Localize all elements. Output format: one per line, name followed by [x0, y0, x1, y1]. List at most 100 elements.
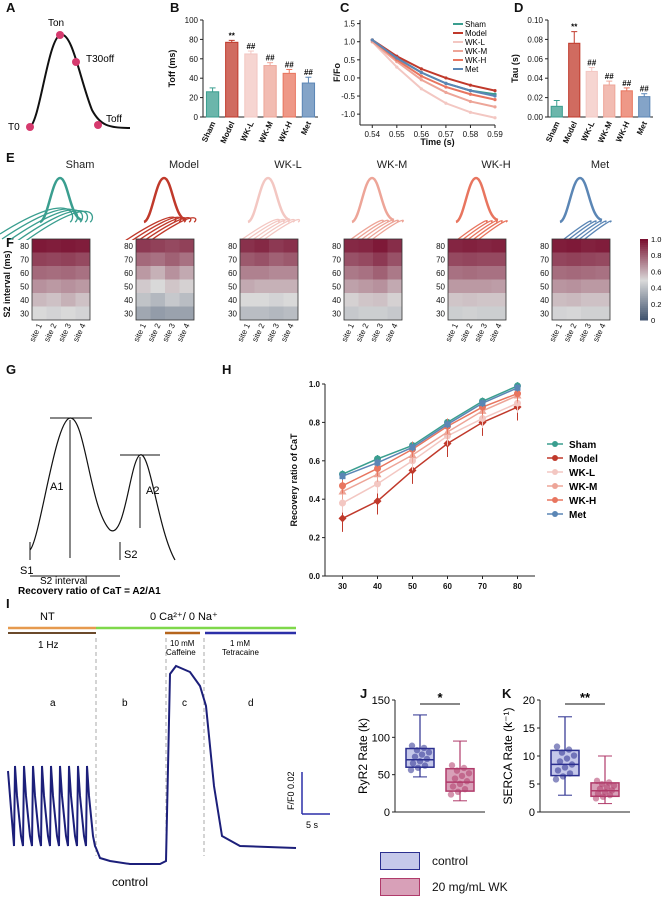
y-tick-label: 80	[20, 242, 29, 251]
heatmap-cell	[165, 253, 180, 267]
y-tick-label: 70	[332, 255, 341, 264]
y-tick-label: 0.06	[527, 55, 543, 64]
data-point	[444, 85, 447, 88]
data-point	[424, 756, 430, 762]
legend-label: Sham	[569, 440, 596, 451]
data-point	[469, 111, 472, 114]
data-point	[444, 82, 447, 85]
legend-label: WK-M	[569, 482, 597, 493]
label-ton: Ton	[48, 18, 64, 29]
bar-model	[569, 43, 580, 117]
heatmap-cell	[61, 239, 76, 253]
significance-mark: ##	[587, 59, 596, 68]
label-tetracaine: Tetracaine	[222, 648, 259, 657]
y-tick-label: 30	[540, 309, 549, 318]
heatmap-cell	[448, 239, 463, 253]
y-tick-label: 40	[189, 74, 198, 83]
heatmap-cell	[151, 293, 166, 307]
y-tick-label: 60	[332, 269, 341, 278]
heatmap-cell	[61, 253, 76, 267]
heatmap-cell	[61, 307, 76, 321]
legend-marker	[552, 441, 558, 447]
heatmap-cell	[165, 307, 180, 321]
heatmap-cell	[32, 266, 47, 280]
label-t30off: T30off	[86, 54, 114, 65]
heatmap-cell	[240, 266, 255, 280]
heatmap-cell	[477, 239, 492, 253]
heatmap-cell	[61, 280, 76, 294]
data-point	[469, 93, 472, 96]
marker-ton	[56, 31, 64, 39]
bar-wk-l	[586, 71, 597, 117]
y-tick-label: 70	[124, 255, 133, 264]
heatmap-cell	[567, 253, 582, 267]
label-tetracaine-conc: 1 mM	[230, 639, 250, 648]
data-point	[469, 100, 472, 103]
heatmap-cell	[448, 307, 463, 321]
y-tick-label: 1.0	[344, 38, 356, 47]
data-point	[564, 755, 570, 761]
x-tick-label: WK-M	[596, 120, 614, 145]
y-tick-label: 70	[228, 255, 237, 264]
bar-wk-l	[245, 54, 257, 117]
heatmap-cell	[388, 280, 403, 294]
y-tick-label: 80	[540, 242, 549, 251]
y-tick-label: 0.2	[309, 534, 321, 543]
heatmap-cell	[180, 266, 195, 280]
legend-item-control: control	[380, 852, 508, 870]
legend-marker	[552, 469, 558, 475]
heatmap-cell	[180, 253, 195, 267]
y-tick-label: 0.02	[527, 94, 543, 103]
heatmap-cell	[269, 307, 284, 321]
y-tick-label: 50	[20, 282, 29, 291]
colorbar-tick: 0.8	[651, 251, 661, 260]
data-point	[559, 749, 565, 755]
label-nt: NT	[40, 611, 55, 623]
y-tick-label: 1.0	[309, 380, 321, 389]
legend-marker	[552, 511, 558, 517]
data-point	[555, 767, 561, 773]
heatmap-cell	[165, 239, 180, 253]
heatmap-cell	[284, 307, 299, 321]
heatmap-cell	[151, 253, 166, 267]
data-point	[557, 758, 563, 764]
legend-label: WK-L	[465, 38, 486, 47]
heatmap-cell	[552, 253, 567, 267]
legend-marker	[552, 497, 558, 503]
heatmap-cell	[492, 293, 507, 307]
x-tick-label: 0.59	[487, 130, 503, 139]
data-point	[469, 84, 472, 87]
y-tick-label: 70	[20, 255, 29, 264]
heatmap-cell	[477, 293, 492, 307]
heatmap-cell	[388, 293, 403, 307]
data-point	[417, 758, 423, 764]
data-point	[448, 791, 454, 797]
y-tick-label: 50	[124, 282, 133, 291]
x-tick-label: 70	[478, 582, 487, 591]
heatmap-cell	[32, 307, 47, 321]
heatmap-cell	[581, 307, 596, 321]
label-s1: S1	[20, 565, 33, 577]
heatmap-cell	[492, 280, 507, 294]
label-freq: 1 Hz	[38, 640, 59, 651]
y-tick-label: 20	[523, 695, 535, 707]
y-tick-label: 40	[436, 296, 445, 305]
data-point	[554, 743, 560, 749]
y-tick-label: 40	[20, 296, 29, 305]
heatmap-cell	[373, 293, 388, 307]
bar-model	[226, 42, 238, 117]
y-tick-label: 30	[228, 309, 237, 318]
panel-e-traces: ShamModelWK-LWK-MWK-HMet	[0, 150, 666, 240]
y-tick-label: 70	[540, 255, 549, 264]
data-point	[455, 789, 461, 795]
main-trace	[560, 178, 602, 222]
significance-mark: **	[571, 23, 578, 32]
heatmap-cell	[596, 293, 611, 307]
colorbar-tick: 0	[651, 316, 655, 325]
data-point	[493, 98, 496, 101]
heatmap-cell	[492, 307, 507, 321]
significance-mark: ##	[605, 72, 614, 81]
heatmap-cell	[255, 307, 270, 321]
data-point	[459, 773, 465, 779]
heatmap-cell	[477, 253, 492, 267]
